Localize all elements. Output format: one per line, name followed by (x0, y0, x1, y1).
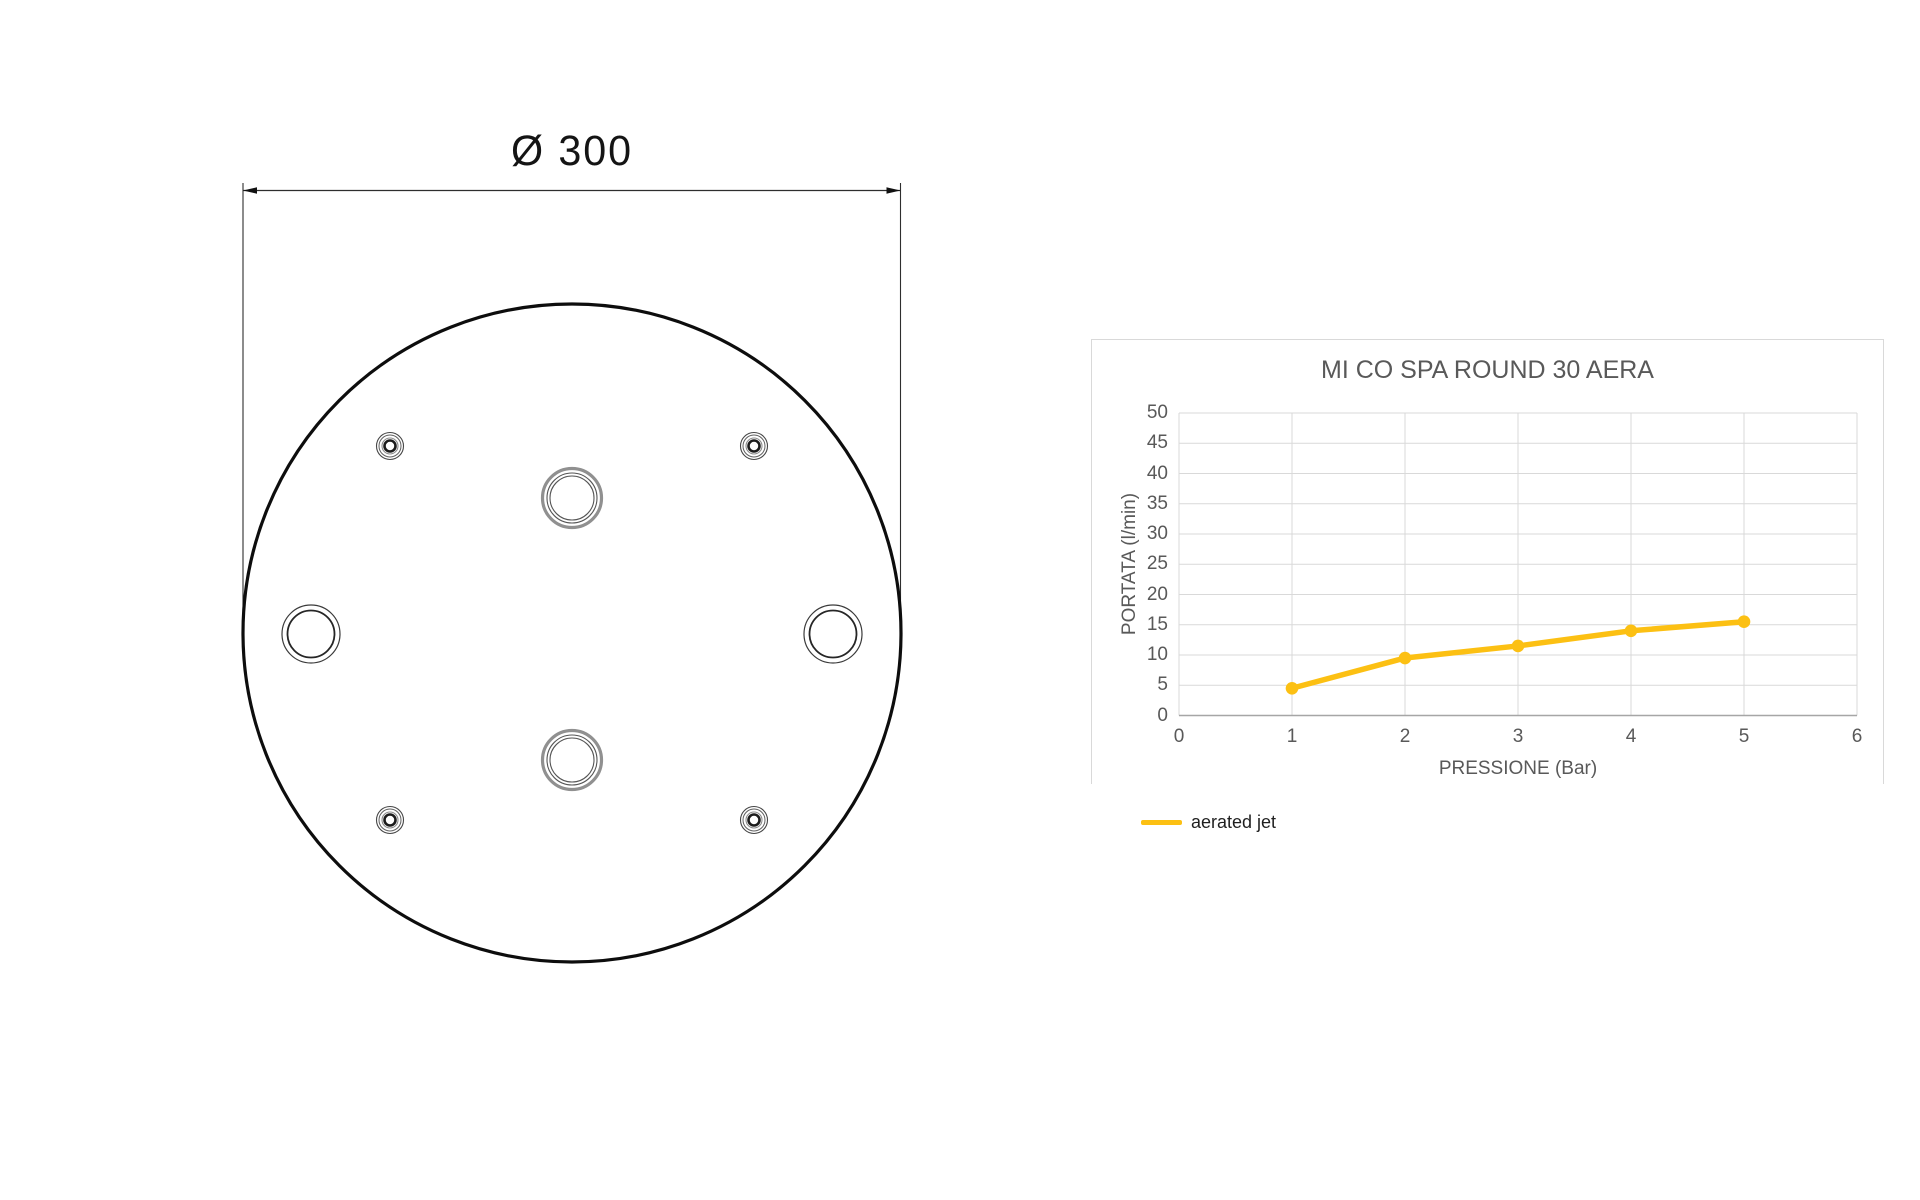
x-tick-label: 2 (1399, 726, 1411, 747)
jet-nozzles (281, 431, 863, 835)
y-tick-label: 0 (1157, 704, 1168, 726)
small-jet (739, 431, 769, 461)
data-point (1285, 681, 1299, 695)
x-tick-label: 1 (1286, 726, 1298, 747)
center-jet (540, 466, 604, 530)
y-tick-label: 15 (1146, 613, 1168, 635)
arrowhead-right (886, 187, 901, 194)
y-tick-label: 30 (1146, 523, 1168, 544)
x-tick-label: 3 (1512, 726, 1524, 747)
legend-label: aerated jet (1191, 812, 1277, 832)
x-tick-label: 0 (1173, 726, 1185, 747)
y-tick-label: 40 (1146, 462, 1168, 484)
y-tick-label: 10 (1146, 644, 1168, 665)
plot-area (1178, 412, 1858, 717)
y-tick-label: 50 (1146, 402, 1168, 423)
gridlines (1178, 412, 1858, 716)
x-tick-label: 4 (1625, 726, 1637, 747)
data-point (1398, 651, 1412, 665)
x-tick-label: 6 (1851, 726, 1863, 747)
y-tick-label: 35 (1146, 492, 1168, 514)
x-axis-label: PRESSIONE (Bar) (1438, 758, 1598, 779)
center-jet (540, 728, 604, 792)
data-point (1737, 615, 1751, 629)
side-hole (281, 604, 341, 664)
legend-line-swatch (1141, 819, 1182, 825)
x-tick-label: 5 (1738, 726, 1750, 747)
chart-legend: aerated jet (1141, 811, 1276, 833)
series-aerated-jet (1285, 615, 1751, 695)
showerhead-top-view-drawing (241, 183, 903, 964)
data-point (1511, 639, 1525, 653)
faceplate-outline (241, 302, 903, 964)
y-tick-label: 45 (1146, 432, 1168, 454)
small-jet (375, 805, 405, 835)
arrowhead-left (243, 187, 257, 194)
chart-title: MI CO SPA ROUND 30 AERA (1321, 356, 1654, 384)
small-jet (739, 805, 769, 835)
y-tick-label: 5 (1157, 674, 1168, 696)
flow-rate-chart: MI CO SPA ROUND 30 AERA PORTATA (l/min) … (1091, 339, 1884, 784)
small-jet (375, 431, 405, 461)
diameter-dimension (242, 183, 902, 636)
diameter-dimension-label: Ø 300 (510, 127, 634, 175)
side-hole (803, 604, 863, 664)
data-point (1624, 624, 1638, 638)
y-tick-label: 20 (1146, 583, 1168, 605)
y-tick-label: 25 (1146, 553, 1168, 575)
